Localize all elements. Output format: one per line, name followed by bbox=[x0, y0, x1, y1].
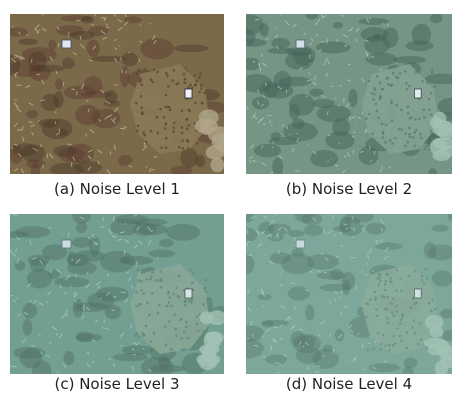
photo-noise-level-2 bbox=[246, 14, 452, 174]
caption-noise-level-2: (b) Noise Level 2 bbox=[285, 180, 413, 198]
caption-noise-level-4: (d) Noise Level 4 bbox=[285, 375, 413, 393]
seafloor-image bbox=[10, 214, 224, 374]
caption-noise-level-1: (a) Noise Level 1 bbox=[54, 180, 180, 198]
caption-noise-level-3: (c) Noise Level 3 bbox=[54, 375, 180, 393]
photo-noise-level-4 bbox=[246, 214, 452, 374]
seafloor-image bbox=[246, 214, 452, 374]
seafloor-image bbox=[10, 14, 224, 174]
photo-noise-level-3 bbox=[10, 214, 224, 374]
photo-noise-level-1 bbox=[10, 14, 224, 174]
seafloor-image bbox=[246, 14, 452, 174]
